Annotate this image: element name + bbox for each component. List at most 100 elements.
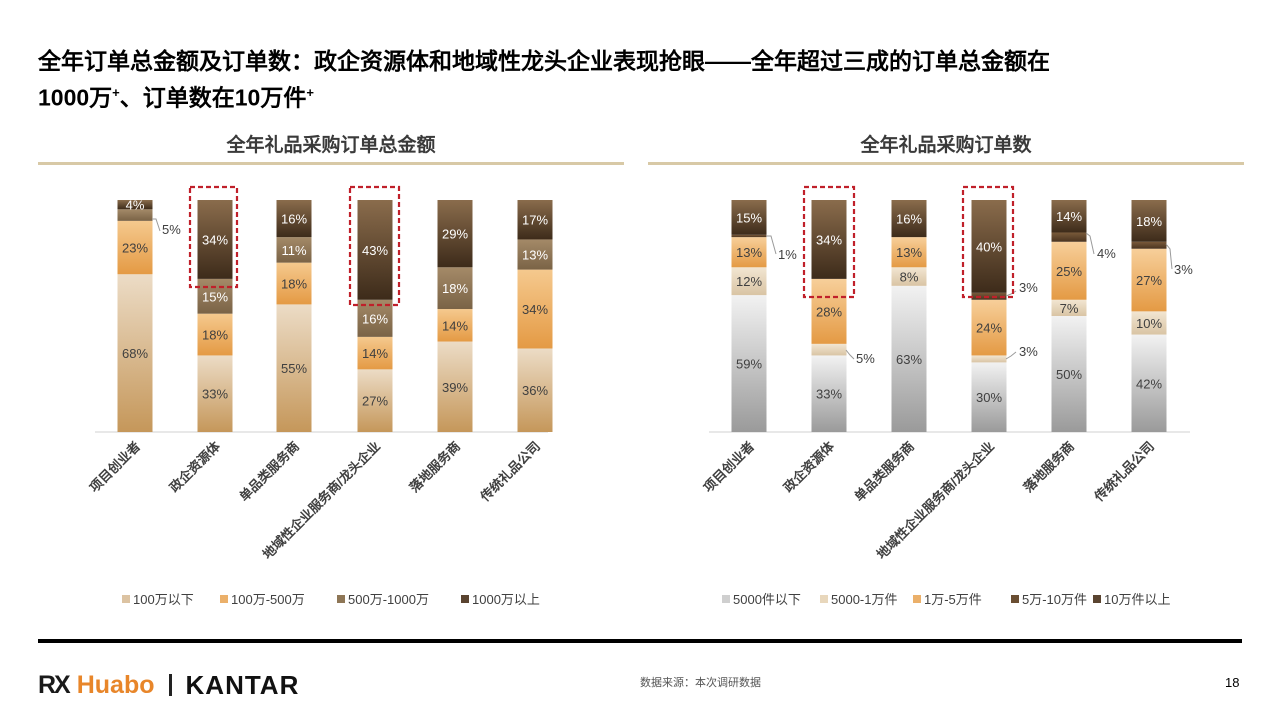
chart-title-rule-amount xyxy=(38,162,624,165)
orders-bar-segment xyxy=(1131,334,1167,432)
chart-title-orders: 全年礼品采购订单数 xyxy=(860,135,1032,156)
orders-data-label: 10% xyxy=(1136,316,1162,331)
footer-rule xyxy=(38,639,1242,643)
orders-bar-segment xyxy=(1131,200,1167,242)
orders-data-label: 34% xyxy=(816,232,842,247)
orders-data-label: 27% xyxy=(1136,273,1162,288)
amount-bar-segment xyxy=(357,336,393,370)
amount-bar-segment xyxy=(437,309,473,342)
amount-bar-segment xyxy=(276,304,312,432)
orders-data-label: 59% xyxy=(736,357,762,372)
orders-bar-segment xyxy=(971,362,1007,432)
amount-legend-swatch xyxy=(461,595,469,603)
amount-data-label: 16% xyxy=(281,212,307,227)
amount-bar-segment xyxy=(276,200,312,238)
orders-bar-segment xyxy=(891,267,927,286)
amount-bar-segment xyxy=(517,239,553,270)
amount-bar-segment xyxy=(517,200,553,240)
orders-data-label: 50% xyxy=(1056,367,1082,382)
orders-bar-segment xyxy=(971,355,1007,363)
amount-data-label: 16% xyxy=(362,311,388,326)
amount-data-label: 33% xyxy=(202,387,228,402)
rx-logo-mark: RX xyxy=(38,670,71,699)
kantar-logo-text: KANTAR xyxy=(185,669,300,700)
orders-bar-segment xyxy=(731,200,767,235)
orders-label-leader-line xyxy=(1165,243,1173,270)
orders-bar-segment xyxy=(1051,299,1087,316)
orders-bar-segment xyxy=(1051,241,1087,300)
huabo-logo-text: Huabo xyxy=(76,670,155,699)
logo-separator xyxy=(168,674,172,696)
amount-bar-segment xyxy=(117,209,153,221)
orders-data-label: 30% xyxy=(976,390,1002,405)
footer-logo: RX Huabo KANTAR xyxy=(38,668,299,702)
amount-bar-segment xyxy=(517,348,553,432)
orders-bar-segment xyxy=(811,355,847,432)
amount-highlight-box xyxy=(348,185,401,307)
orders-legend-label: 5000件以下 xyxy=(733,592,801,607)
amount-data-label: 43% xyxy=(362,243,388,258)
amount-data-label: 13% xyxy=(522,248,548,263)
orders-data-label: 5% xyxy=(856,351,875,366)
amount-data-label: 4% xyxy=(126,198,145,213)
amount-legend-label: 1000万以上 xyxy=(472,592,540,607)
orders-data-label: 24% xyxy=(976,321,1002,336)
amount-data-label: 14% xyxy=(362,346,388,361)
amount-stacked-bar-chart: 68% 23% 5% 4% 项目创业者 33% 18% 15% 34% 政企资源体 55% 18% 11… xyxy=(87,185,553,607)
orders-legend-label: 1万-5万件 xyxy=(924,592,982,607)
orders-bar-segment xyxy=(731,267,767,296)
orders-legend-swatch xyxy=(913,595,921,603)
orders-bar-segment xyxy=(1131,311,1167,335)
amount-category-label: 单品类服务商 xyxy=(236,439,302,505)
orders-bar-segment xyxy=(1051,316,1087,432)
orders-legend-swatch xyxy=(820,595,828,603)
orders-legend-label: 5万-10万件 xyxy=(1022,592,1087,607)
orders-data-label: 13% xyxy=(896,245,922,260)
amount-bar-segment xyxy=(357,369,393,432)
chart-title-rule-orders xyxy=(648,162,1244,165)
orders-data-label: 18% xyxy=(1136,214,1162,229)
amount-bar-segment xyxy=(437,341,473,432)
orders-category-label: 传统礼品公司 xyxy=(1091,439,1157,505)
orders-stacked-bar-chart: 59% 12% 13% 1% 15% 项目创业者 33% 5% 28% 34% 政企资源体 63% 8%… xyxy=(701,185,1193,607)
data-source-note: 数据来源：本次调研数据 xyxy=(640,677,761,689)
orders-data-label: 12% xyxy=(736,274,762,289)
amount-bar-segment xyxy=(197,355,233,432)
amount-data-label: 68% xyxy=(122,346,148,361)
orders-bar-segment xyxy=(731,234,767,238)
amount-bar-segment xyxy=(197,200,233,279)
orders-label-leader-line xyxy=(766,235,777,255)
orders-data-label: 15% xyxy=(736,210,762,225)
orders-data-label: 63% xyxy=(896,352,922,367)
amount-bar-segment xyxy=(276,237,312,263)
orders-bar-segment xyxy=(731,237,767,268)
orders-data-label: 8% xyxy=(900,270,919,285)
orders-bar-segment xyxy=(971,200,1007,293)
orders-data-label: 33% xyxy=(816,387,842,402)
orders-bar-segment xyxy=(811,278,847,344)
slide-title: 全年订单总金额及订单数：政企资源体和地域性龙头企业表现抢眼——全年超过三成的订单… xyxy=(38,46,1238,114)
amount-bar-segment xyxy=(197,278,233,314)
orders-data-label: 42% xyxy=(1136,376,1162,391)
amount-data-label: 17% xyxy=(522,213,548,228)
orders-legend-swatch xyxy=(1011,595,1019,603)
amount-data-label: 5% xyxy=(162,222,181,237)
amount-data-label: 55% xyxy=(281,361,307,376)
amount-category-label: 政企资源体 xyxy=(167,438,224,495)
amount-data-label: 23% xyxy=(122,241,148,256)
amount-legend-swatch xyxy=(337,595,345,603)
orders-data-label: 28% xyxy=(816,304,842,319)
orders-data-label: 1% xyxy=(778,247,797,262)
amount-bar-segment xyxy=(517,269,553,349)
amount-bar-segment xyxy=(117,274,153,432)
amount-data-label: 34% xyxy=(522,302,548,317)
orders-category-label: 落地服务商 xyxy=(1021,439,1078,496)
amount-data-label: 18% xyxy=(281,277,307,292)
amount-bar-segment xyxy=(437,267,473,310)
orders-legend-label: 10万件以上 xyxy=(1104,592,1170,607)
orders-bar-segment xyxy=(891,285,927,432)
orders-data-label: 25% xyxy=(1056,264,1082,279)
orders-category-label: 单品类服务商 xyxy=(851,439,917,505)
amount-category-label: 项目创业者 xyxy=(87,439,144,496)
orders-bar-segment xyxy=(731,295,767,432)
